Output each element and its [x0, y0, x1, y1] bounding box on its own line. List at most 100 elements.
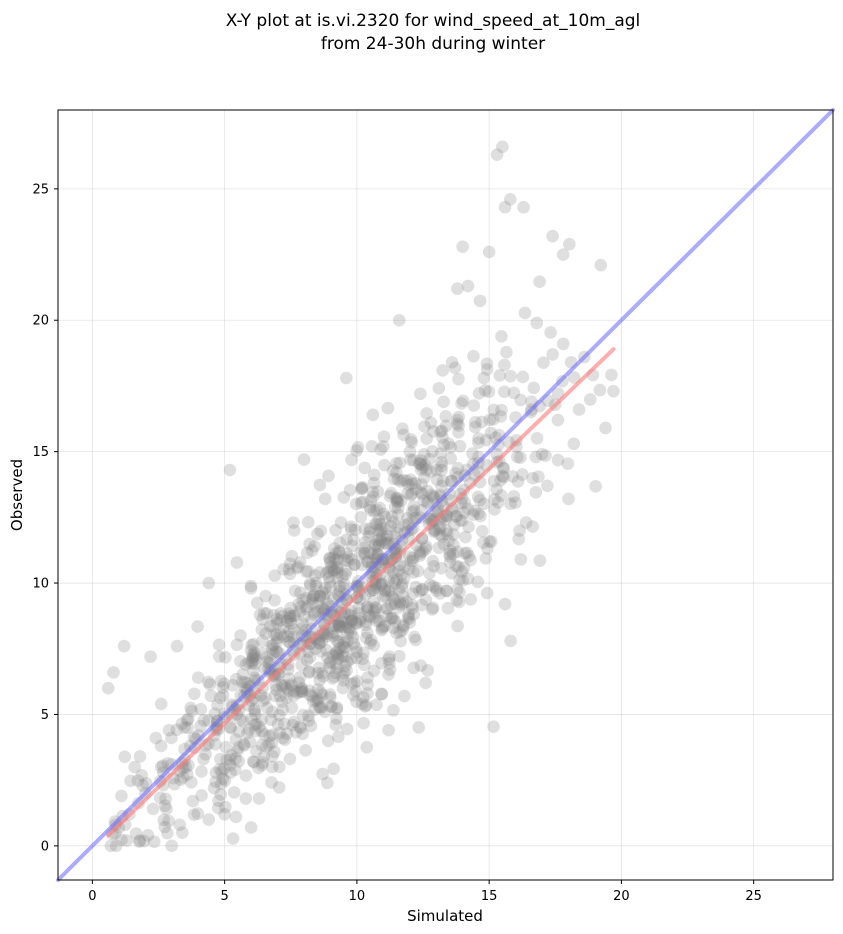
data-point — [509, 496, 522, 509]
data-point — [383, 489, 397, 503]
data-point — [370, 698, 383, 712]
data-point — [357, 716, 370, 730]
data-point — [363, 526, 376, 539]
data-point — [271, 631, 284, 645]
data-point — [272, 708, 286, 722]
data-point — [374, 517, 387, 531]
data-point — [452, 419, 465, 432]
data-point — [383, 663, 397, 676]
data-point — [287, 524, 301, 537]
data-point — [248, 646, 261, 660]
y-tick-label: 0 — [41, 839, 49, 854]
data-point — [514, 553, 528, 566]
data-point — [605, 368, 618, 382]
data-point — [368, 603, 381, 617]
data-point — [343, 483, 357, 497]
data-point — [529, 450, 543, 464]
data-point — [354, 510, 368, 524]
data-point — [357, 541, 371, 555]
data-point — [377, 507, 390, 521]
data-point — [375, 656, 388, 670]
data-point — [413, 457, 427, 471]
data-point — [135, 769, 148, 782]
data-point — [266, 749, 279, 763]
data-point — [271, 616, 284, 630]
data-point — [280, 691, 293, 704]
data-point — [435, 455, 448, 469]
data-point — [302, 666, 316, 679]
data-point — [567, 371, 581, 384]
data-point — [161, 826, 174, 840]
data-point — [421, 484, 434, 498]
data-point — [427, 491, 440, 504]
data-point — [230, 744, 244, 758]
y-tick-label: 20 — [32, 314, 49, 329]
data-point — [332, 652, 345, 665]
data-point — [506, 470, 519, 483]
data-point — [394, 598, 408, 612]
data-point — [324, 580, 338, 594]
data-point — [344, 652, 358, 666]
data-point — [341, 634, 354, 648]
data-point — [354, 612, 368, 625]
data-point — [278, 733, 292, 746]
data-point — [387, 611, 400, 625]
data-point — [344, 523, 358, 536]
data-point — [314, 702, 327, 715]
data-point — [319, 566, 333, 580]
data-point — [294, 600, 308, 613]
data-point — [129, 827, 143, 840]
data-point — [408, 476, 422, 490]
data-point — [224, 749, 238, 762]
data-point — [300, 602, 313, 616]
data-point — [593, 383, 607, 397]
data-point — [382, 555, 396, 568]
x-tick-label: 0 — [88, 889, 96, 904]
data-point — [268, 745, 281, 759]
data-point — [391, 495, 405, 509]
data-point — [599, 421, 612, 435]
data-point — [433, 528, 447, 541]
data-point — [133, 835, 146, 848]
data-point — [533, 554, 547, 567]
data-point — [451, 461, 465, 475]
data-point — [527, 381, 541, 395]
data-point — [307, 589, 321, 602]
data-point — [303, 688, 317, 701]
data-point — [409, 483, 423, 496]
data-point — [294, 721, 308, 735]
data-point — [433, 490, 447, 504]
data-point — [128, 760, 142, 774]
data-point — [405, 487, 419, 501]
data-point — [405, 598, 419, 612]
data-point — [217, 762, 231, 776]
data-point — [323, 575, 337, 589]
data-point — [232, 725, 246, 738]
data-point — [345, 614, 359, 628]
data-point — [212, 638, 226, 652]
data-point — [562, 492, 575, 506]
data-point — [437, 438, 450, 452]
data-point — [244, 581, 258, 595]
data-point — [371, 523, 385, 537]
data-point — [367, 664, 381, 678]
data-point — [453, 586, 466, 599]
data-point — [297, 453, 311, 466]
data-point — [447, 518, 461, 532]
data-point — [401, 486, 415, 500]
data-point — [173, 818, 186, 832]
data-point — [459, 530, 472, 544]
data-point — [287, 715, 301, 729]
data-point — [276, 731, 290, 745]
data-point — [430, 463, 443, 477]
data-point — [473, 493, 487, 507]
data-point — [248, 702, 262, 716]
data-point — [242, 656, 255, 669]
data-point — [402, 608, 416, 621]
data-point — [374, 579, 387, 592]
data-point — [460, 546, 474, 560]
data-point — [301, 515, 315, 529]
data-point — [427, 559, 441, 573]
data-point — [268, 594, 281, 607]
data-point — [165, 731, 178, 745]
